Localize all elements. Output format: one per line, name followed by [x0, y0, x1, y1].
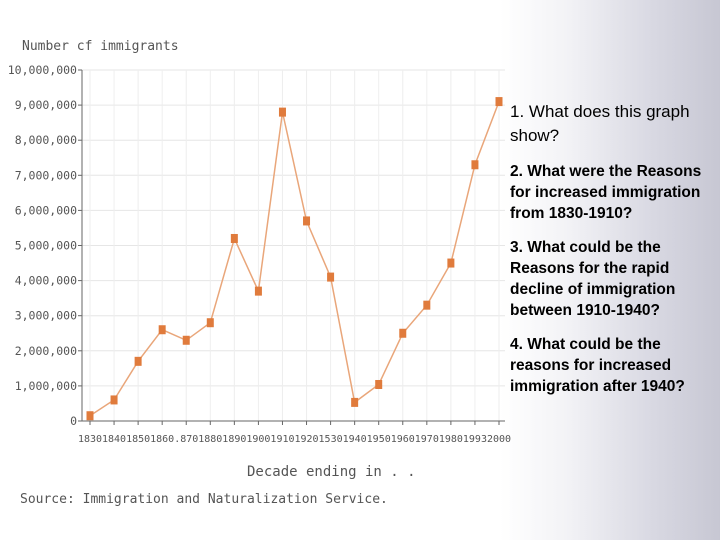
x-tick-label: 1900	[246, 434, 270, 445]
data-point-1940	[351, 397, 359, 407]
x-tick-label: 1830	[78, 434, 102, 445]
x-tick-label: 1970	[415, 434, 439, 445]
y-tick-label: 9,000,000	[15, 98, 77, 112]
slide-background-gradient	[500, 0, 720, 540]
data-point-1930	[327, 272, 335, 282]
x-tick-label: 1860	[150, 434, 174, 445]
question-2: 2. What were the Reasons for increased i…	[510, 163, 702, 222]
y-tick-label: 0	[70, 414, 77, 428]
chart-axes	[78, 69, 505, 425]
x-tick-label: 1910	[270, 434, 294, 445]
data-point-1870	[182, 335, 190, 345]
y-tick-label: 2,000,000	[15, 344, 77, 358]
y-tick-label: 10,000,000	[8, 63, 77, 77]
data-point-1880	[206, 318, 214, 328]
y-axis-title: Number cf immigrants	[22, 39, 179, 54]
x-tick-label: .870	[174, 434, 198, 445]
y-tick-labels: 0 1,000,000 2,000,000 3,000,000 4,000,000 5,0…	[8, 63, 77, 428]
x-tick-label: 1920	[294, 434, 318, 445]
data-point-1960	[399, 328, 407, 338]
x-axis-title: Decade ending in . .	[247, 464, 416, 480]
question-4: 4. What could be the reasons for increas…	[510, 336, 685, 395]
data-point-1830	[86, 411, 94, 421]
data-point-1980	[447, 258, 455, 268]
data-point-1850	[134, 356, 142, 366]
x-tick-label: 2000	[487, 434, 511, 445]
data-point-1900	[254, 286, 262, 296]
source-note: Source: Immigration and Naturalization S…	[20, 492, 388, 507]
data-point-2000	[495, 97, 503, 107]
data-point-1890	[230, 233, 238, 243]
discussion-questions: 1. What does this graph show? 2. What we…	[510, 100, 718, 410]
data-point-1950	[375, 379, 383, 389]
y-tick-label: 7,000,000	[15, 168, 77, 182]
x-tick-label: 1960	[391, 434, 415, 445]
data-point-1990	[471, 160, 479, 170]
y-tick-label: 8,000,000	[15, 133, 77, 147]
chart-grid	[82, 69, 505, 422]
data-point-1910	[278, 107, 286, 117]
x-tick-label: 1530	[319, 434, 343, 445]
data-point-1840	[110, 395, 118, 405]
y-tick-label: 1,000,000	[15, 379, 77, 393]
data-point-1920	[303, 216, 311, 226]
x-tick-label: 1850	[126, 434, 150, 445]
question-3: 3. What could be the Reasons for the rap…	[510, 239, 676, 319]
x-tick-label: 1950	[367, 434, 391, 445]
x-tick-label: 1840	[102, 434, 126, 445]
y-tick-label: 3,000,000	[15, 309, 77, 323]
y-tick-label: 6,000,000	[15, 203, 77, 217]
question-1: 1. What does this graph show?	[510, 102, 690, 145]
data-point-1970	[423, 300, 431, 310]
x-tick-label: 1940	[343, 434, 367, 445]
x-tick-label: 1980	[439, 434, 463, 445]
x-tick-labels: 1830 1840 1850 1860.870 1880 1890 1900 1910 1920…	[78, 434, 511, 445]
immigration-series	[86, 97, 503, 421]
x-tick-label: 1880	[198, 434, 222, 445]
y-tick-label: 4,000,000	[15, 274, 77, 288]
x-tick-label: 1993	[463, 434, 487, 445]
y-tick-label: 5,000,000	[15, 239, 77, 253]
x-tick-label: 1890	[222, 434, 246, 445]
series-line	[89, 101, 500, 417]
data-point-1860	[158, 325, 166, 335]
